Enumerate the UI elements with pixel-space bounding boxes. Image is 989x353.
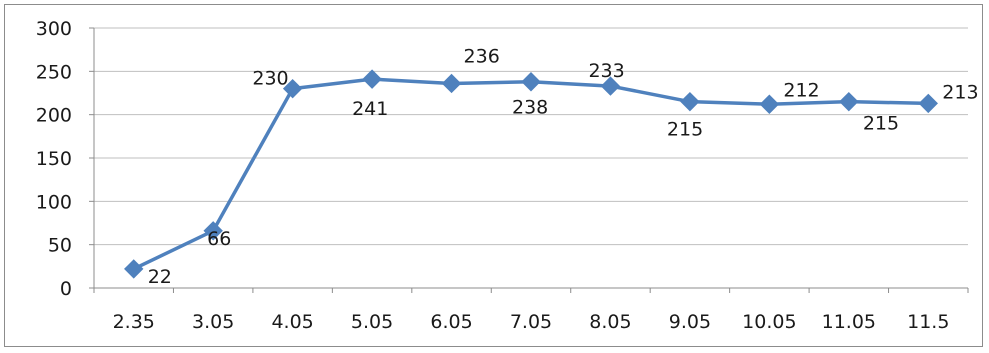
data-label: 66 — [207, 228, 231, 250]
data-label: 233 — [588, 60, 624, 82]
data-point-marker — [441, 73, 462, 94]
x-tick-labels: 2.35 3.05 4.05 5.05 6.05 7.05 8.05 9.05 10.05 11.… — [113, 311, 950, 333]
data-point-marker — [203, 221, 223, 241]
y-tick-label: 150 — [36, 148, 72, 170]
data-point-marker — [680, 91, 700, 112]
x-tick-label: 3.05 — [192, 311, 234, 333]
data-point-marker — [521, 72, 541, 92]
x-tick-label: 11.5 — [907, 311, 949, 333]
x-tick-label: 5.05 — [351, 311, 393, 333]
x-tick-label: 2.35 — [113, 311, 155, 333]
x-tick-label: 11.05 — [822, 311, 876, 333]
axes — [89, 27, 969, 293]
data-label: 238 — [512, 97, 548, 119]
y-tick-label: 100 — [36, 191, 72, 213]
y-tick-label: 250 — [36, 61, 72, 83]
data-label: 212 — [783, 79, 819, 101]
data-label: 22 — [148, 266, 172, 288]
y-tick-label: 300 — [36, 18, 72, 40]
x-tick-label: 10.05 — [742, 311, 796, 333]
data-point-marker — [600, 76, 621, 96]
data-label: 215 — [667, 119, 703, 141]
data-label: 241 — [352, 98, 388, 120]
y-tick-label: 200 — [36, 105, 72, 127]
data-label: 230 — [252, 68, 288, 90]
x-tick-label: 6.05 — [430, 311, 472, 333]
x-tick-label: 9.05 — [669, 311, 711, 333]
y-tick-label: 50 — [48, 235, 72, 257]
series-markers — [124, 69, 938, 279]
data-labels: 22 66 230 241 236 238 233 215 212 215 213 — [148, 45, 979, 287]
data-point-marker — [918, 93, 938, 114]
x-tick-label: 8.05 — [589, 311, 631, 333]
chart-frame — [4, 4, 983, 347]
data-label: 213 — [942, 81, 978, 103]
x-tick-label: 7.05 — [510, 311, 552, 333]
x-tick-label: 4.05 — [271, 311, 313, 333]
y-tick-labels: 0 50 100 150 200 250 300 — [36, 18, 72, 300]
data-point-marker — [362, 69, 382, 89]
y-tick-label: 0 — [60, 278, 72, 300]
data-label: 215 — [863, 113, 899, 135]
data-label: 236 — [464, 45, 500, 67]
data-point-marker — [282, 78, 303, 99]
data-point-marker — [124, 259, 144, 279]
data-point-marker — [839, 91, 859, 112]
gridlines — [94, 27, 968, 246]
data-point-marker — [759, 94, 780, 114]
